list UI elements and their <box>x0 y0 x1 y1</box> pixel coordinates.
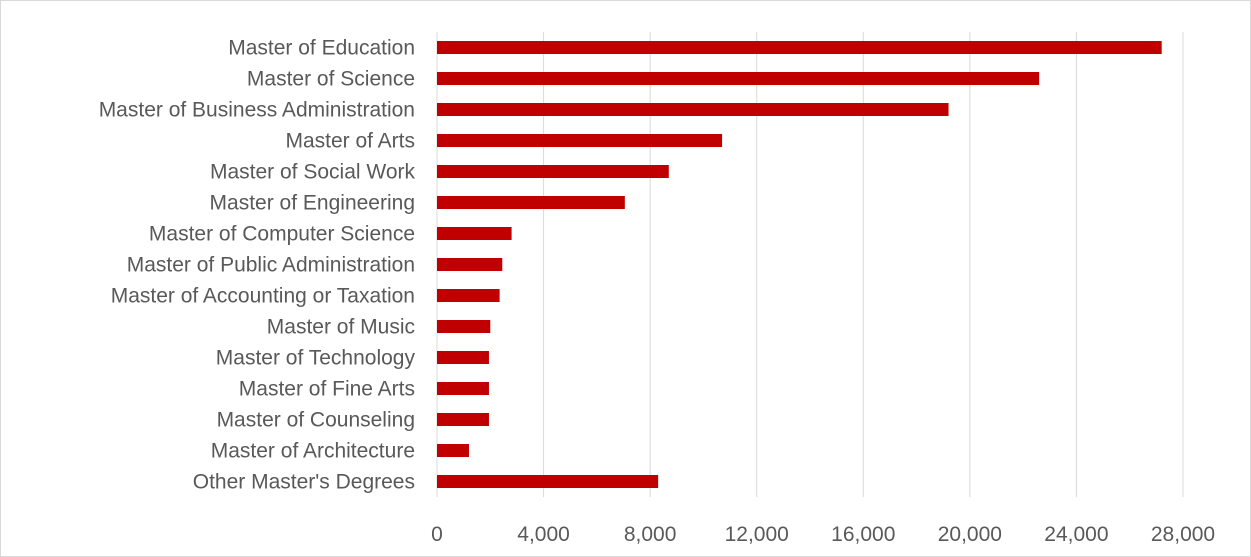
category-label: Master of Technology <box>216 347 416 370</box>
category-label: Master of Social Work <box>210 161 416 184</box>
category-label: Other Master's Degrees <box>193 471 415 494</box>
bar <box>437 258 503 271</box>
x-tick-label: 28,000 <box>1151 523 1215 546</box>
category-label: Master of Arts <box>285 130 415 153</box>
x-tick-label: 8,000 <box>624 523 677 546</box>
bar <box>437 289 500 302</box>
category-label: Master of Music <box>267 316 415 339</box>
bar <box>437 72 1040 85</box>
category-label: Master of Education <box>228 37 415 60</box>
bars <box>437 41 1162 488</box>
bar <box>437 320 491 333</box>
x-tick-label: 0 <box>431 523 443 546</box>
bar <box>437 41 1162 54</box>
bar <box>437 444 469 457</box>
bar <box>437 351 489 364</box>
x-tick-label: 4,000 <box>517 523 570 546</box>
bar <box>437 382 489 395</box>
bar <box>437 103 949 116</box>
bar <box>437 227 512 240</box>
bar <box>437 196 625 209</box>
x-tick-label: 20,000 <box>938 523 1002 546</box>
x-axis-tick-labels: 0 4,000 8,000 12,000 16,000 20,000 24,000 28,00… <box>431 523 1215 546</box>
category-label: Master of Architecture <box>211 440 415 463</box>
bar <box>437 413 489 426</box>
x-tick-label: 12,000 <box>725 523 789 546</box>
category-label: Master of Business Administration <box>99 99 415 122</box>
category-label: Master of Fine Arts <box>239 378 415 401</box>
gridlines <box>436 32 1184 497</box>
bar <box>437 134 723 147</box>
category-label: Master of Computer Science <box>149 223 415 246</box>
category-label: Master of Accounting or Taxation <box>111 285 415 308</box>
category-label: Master of Public Administration <box>127 254 415 277</box>
x-tick-label: 24,000 <box>1044 523 1108 546</box>
category-label: Master of Engineering <box>210 192 415 215</box>
bar <box>437 165 669 178</box>
category-label: Master of Counseling <box>217 409 415 432</box>
bar <box>437 475 659 488</box>
category-labels: Master of Education Master of Science Mast… <box>99 37 416 494</box>
category-label: Master of Science <box>247 68 415 91</box>
x-tick-label: 16,000 <box>831 523 895 546</box>
